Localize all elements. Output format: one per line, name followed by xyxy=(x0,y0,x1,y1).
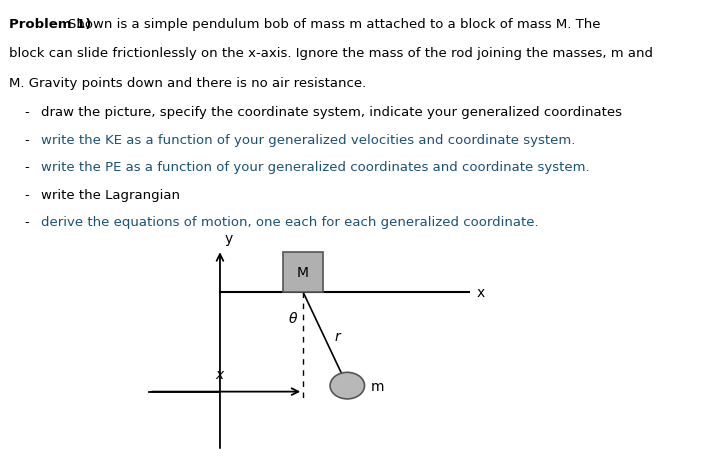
Circle shape xyxy=(330,373,365,399)
Text: derive the equations of motion, one each for each generalized coordinate.: derive the equations of motion, one each… xyxy=(41,216,539,229)
Text: M. Gravity points down and there is no air resistance.: M. Gravity points down and there is no a… xyxy=(9,77,366,89)
Text: θ: θ xyxy=(288,311,297,326)
Text: x: x xyxy=(216,367,224,381)
Text: write the PE as a function of your generalized coordinates and coordinate system: write the PE as a function of your gener… xyxy=(41,161,590,174)
Text: draw the picture, specify the coordinate system, indicate your generalized coord: draw the picture, specify the coordinate… xyxy=(41,106,623,119)
Text: -: - xyxy=(25,161,29,174)
Text: y: y xyxy=(225,231,232,245)
Text: write the Lagrangian: write the Lagrangian xyxy=(41,188,180,201)
Text: block can slide frictionlessly on the x-axis. Ignore the mass of the rod joining: block can slide frictionlessly on the x-… xyxy=(9,47,653,60)
Text: Shown is a simple pendulum bob of mass m attached to a block of mass M. The: Shown is a simple pendulum bob of mass m… xyxy=(68,18,601,31)
Text: M: M xyxy=(297,265,309,279)
Text: -: - xyxy=(25,106,29,119)
Bar xyxy=(283,252,323,292)
Text: write the KE as a function of your generalized velocities and coordinate system.: write the KE as a function of your gener… xyxy=(41,133,576,147)
Text: -: - xyxy=(25,216,29,229)
Text: Problem 1): Problem 1) xyxy=(9,18,91,31)
Text: x: x xyxy=(477,286,485,299)
Text: r: r xyxy=(335,330,340,344)
Text: -: - xyxy=(25,133,29,147)
Text: m: m xyxy=(370,379,384,393)
Text: -: - xyxy=(25,188,29,201)
